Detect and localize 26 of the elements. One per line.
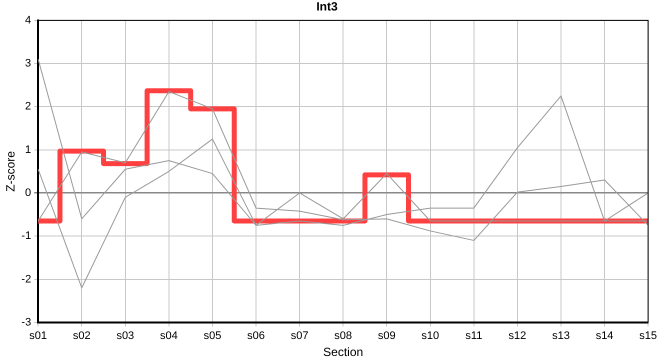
x-tick-label: s15 [639, 330, 658, 342]
x-tick-label: s14 [596, 330, 614, 342]
x-tick-label: s12 [508, 330, 526, 342]
x-tick-label: s13 [552, 330, 570, 342]
y-tick-label: 1 [25, 144, 32, 156]
x-tick-label: s05 [204, 330, 222, 342]
y-tick-label: 2 [25, 100, 32, 113]
x-tick-label: s08 [334, 330, 352, 342]
x-tick-label: s03 [116, 330, 134, 342]
y-tick-label: -1 [21, 230, 32, 242]
y-tick-label: 4 [25, 14, 32, 26]
y-tick-label: -2 [21, 273, 32, 286]
y-tick-label: 3 [25, 58, 32, 70]
y-axis-title: Z-score [4, 150, 18, 192]
chart-title: Int3 [316, 0, 338, 14]
x-axis-title: Section [323, 345, 364, 360]
x-tick-label: s09 [378, 330, 396, 342]
y-tick-label: -3 [21, 316, 32, 328]
x-tick-label: s01 [29, 330, 48, 342]
x-tick-label: s10 [421, 330, 440, 342]
x-tick-label: s06 [247, 330, 265, 342]
x-tick-label: s07 [290, 330, 308, 342]
y-tick-label: 0 [25, 187, 32, 200]
x-tick-label: s11 [465, 330, 482, 342]
x-tick-label: s02 [72, 330, 91, 342]
x-tick-label: s04 [160, 330, 178, 342]
